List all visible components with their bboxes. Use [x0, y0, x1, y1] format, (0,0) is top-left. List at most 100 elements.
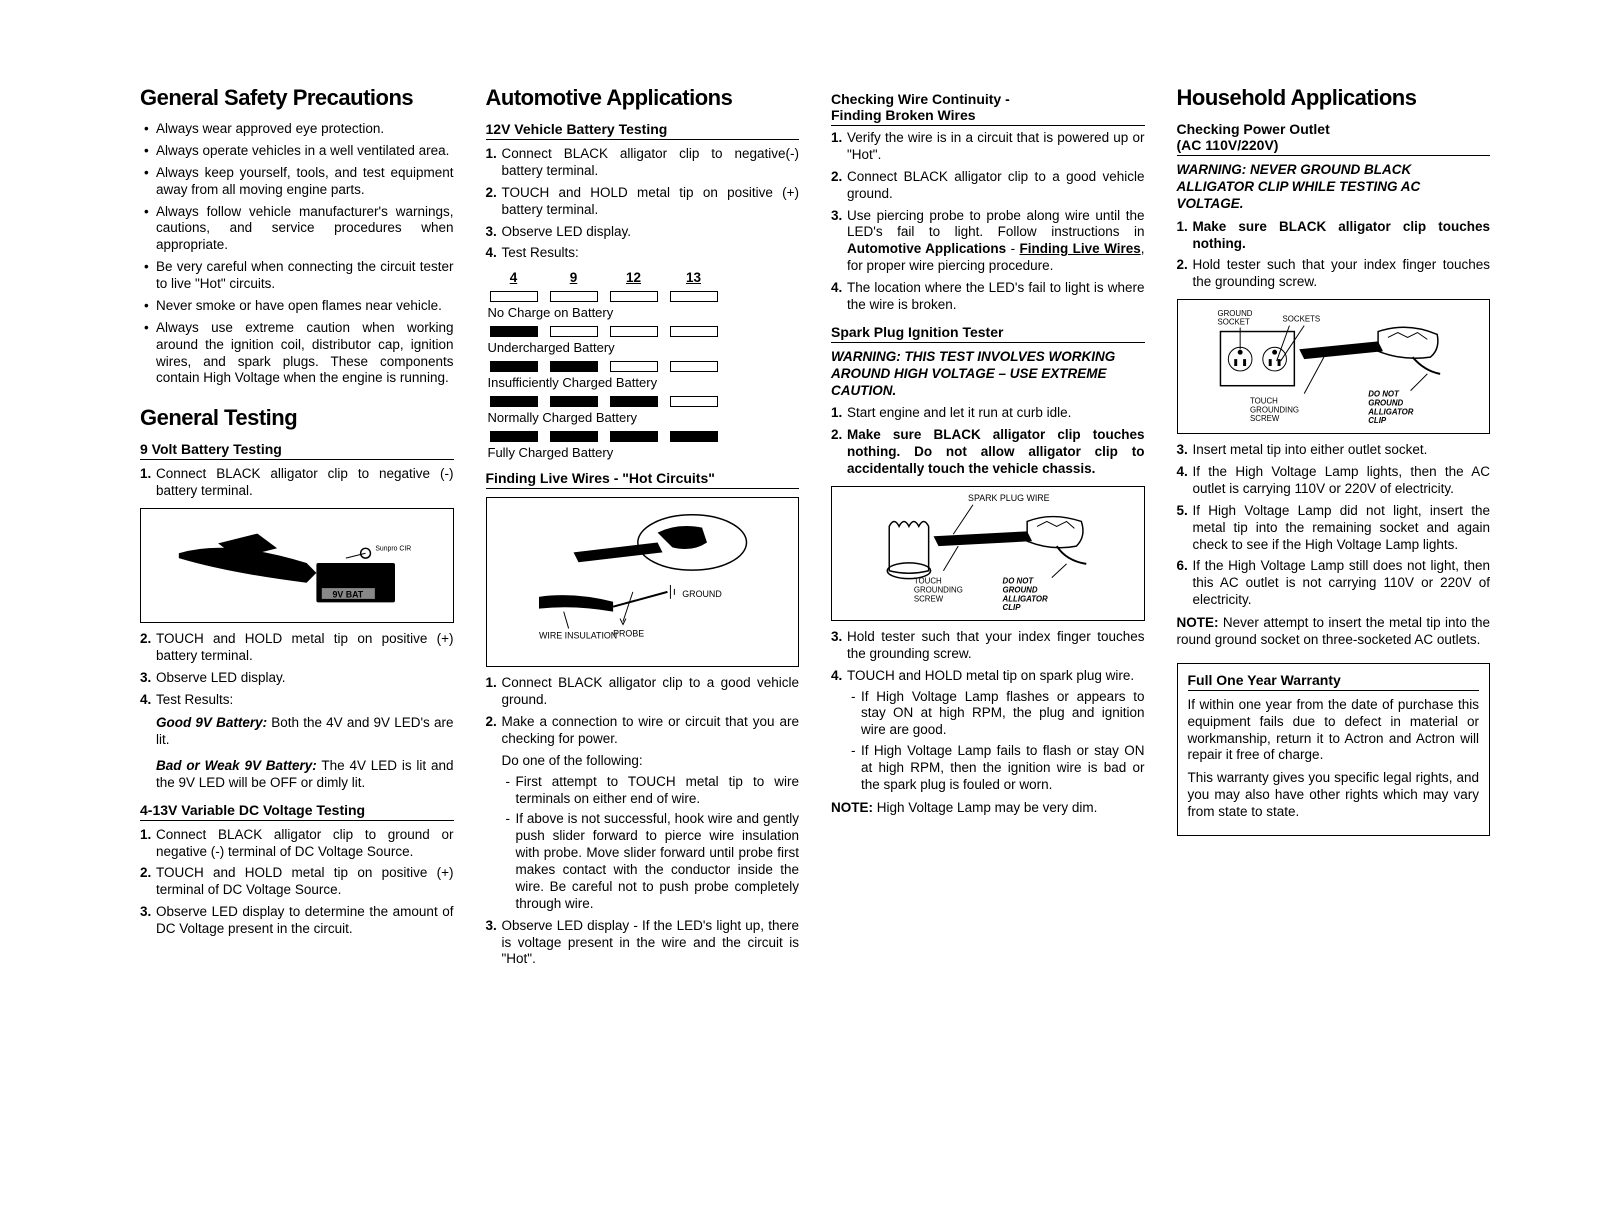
fig-label: WIRE INSULATION: [538, 631, 616, 641]
subheading-outlet: Checking Power Outlet (AC 110V/220V): [1177, 121, 1491, 156]
svg-text:9V BAT: 9V BAT: [332, 589, 363, 599]
good-9v-result: Good 9V Battery: Both the 4V and 9V LED'…: [156, 714, 454, 749]
list-item: Always wear approved eye protection.: [140, 121, 454, 138]
outlet-steps: Make sure BLACK alligator clip touches n…: [1177, 219, 1491, 292]
led-bar: [670, 291, 718, 302]
led-bar: [610, 291, 658, 302]
list-item: Make sure BLACK alligator clip touches n…: [831, 427, 1145, 478]
figure-outlet: GROUND SOCKET SOCKETS T: [1177, 299, 1491, 434]
fig-label: ALLIGATOR: [1002, 594, 1049, 603]
spark-steps: Start engine and let it run at curb idle…: [831, 405, 1145, 478]
subheading-spark: Spark Plug Ignition Tester: [831, 324, 1145, 343]
step-text: Make a connection to wire or circuit tha…: [502, 714, 800, 746]
heading-automotive: Automotive Applications: [486, 85, 800, 111]
list-item: Use piercing probe to probe along wire u…: [831, 208, 1145, 276]
column-1: General Safety Precautions Always wear a…: [140, 85, 454, 973]
column-4: Household Applications Checking Power Ou…: [1177, 85, 1491, 973]
fig-label: GROUND: [682, 589, 721, 599]
live-wire-steps: Connect BLACK alligator clip to a good v…: [486, 675, 800, 968]
list-item: Test Results:: [140, 692, 454, 709]
fig-label: SCREW: [1250, 414, 1280, 423]
led-bar: [490, 396, 538, 407]
heading-household: Household Applications: [1177, 85, 1491, 111]
nine-v-steps-cont: TOUCH and HOLD metal tip on positive (+)…: [140, 631, 454, 709]
fig-label: SOCKETS: [1282, 315, 1320, 324]
sub-step: If above is not successful, hook wire an…: [502, 811, 800, 912]
subheading-live-wires: Finding Live Wires - "Hot Circuits": [486, 470, 800, 489]
list-item: Always operate vehicles in a well ventil…: [140, 143, 454, 160]
v12-steps: Connect BLACK alligator clip to negative…: [486, 146, 800, 262]
list-item: If the High Voltage Lamp lights, then th…: [1177, 464, 1491, 498]
fig-label: CLIP: [1003, 603, 1022, 612]
led-bar: [610, 326, 658, 337]
spark-steps-cont: Hold tester such that your index finger …: [831, 629, 1145, 794]
led-bar: [550, 431, 598, 442]
led-bar: [550, 291, 598, 302]
led-bar: [550, 396, 598, 407]
col-header: 12: [614, 270, 654, 285]
list-item: TOUCH and HOLD metal tip on spark plug w…: [831, 668, 1145, 794]
outlet-steps-cont: Insert metal tip into either outlet sock…: [1177, 442, 1491, 609]
figure-live-wires: WIRE INSULATION GROUND PROBE: [486, 497, 800, 667]
list-item: Start engine and let it run at curb idle…: [831, 405, 1145, 422]
list-item: Connect BLACK alligator clip to negative…: [486, 146, 800, 180]
warranty-text: If within one year from the date of purc…: [1188, 697, 1480, 765]
list-item: Observe LED display.: [140, 670, 454, 687]
bad-9v-result: Bad or Weak 9V Battery: The 4V LED is li…: [156, 757, 454, 792]
fig-label: GROUNDING: [914, 585, 963, 594]
fig-label: SOCKET: [1217, 318, 1250, 327]
table-header: 4 9 12 13: [486, 270, 800, 285]
list-item: Observe LED display.: [486, 224, 800, 241]
list-item: Connect BLACK alligator clip to ground o…: [140, 827, 454, 861]
list-item: If High Voltage Lamp did not light, inse…: [1177, 503, 1491, 554]
safety-bullet-list: Always wear approved eye protection. Alw…: [140, 121, 454, 387]
list-item: Connect BLACK alligator clip to negative…: [140, 466, 454, 500]
led-bar: [490, 361, 538, 372]
nine-v-steps: Connect BLACK alligator clip to negative…: [140, 466, 454, 500]
spark-note: NOTE: High Voltage Lamp may be very dim.: [831, 800, 1145, 817]
led-bar: [610, 396, 658, 407]
led-bar: [490, 431, 538, 442]
battery-results-table: 4 9 12 13 No Charge on BatteryUndercharg…: [486, 270, 800, 460]
fig-label: DO NOT: [1368, 390, 1400, 399]
list-item: The location where the LED's fail to lig…: [831, 280, 1145, 314]
outlet-warning: WARNING: NEVER GROUND BLACK ALLIGATOR CL…: [1177, 162, 1491, 213]
bar-row: [486, 396, 800, 407]
led-bar: [550, 361, 598, 372]
subheading-12v: 12V Vehicle Battery Testing: [486, 121, 800, 140]
list-item: If the High Voltage Lamp still does not …: [1177, 558, 1491, 609]
led-bar: [490, 326, 538, 337]
list-item: Hold tester such that your index finger …: [831, 629, 1145, 663]
step-text: TOUCH and HOLD metal tip on spark plug w…: [847, 668, 1134, 683]
led-bar: [670, 361, 718, 372]
outlet-note: NOTE: Never attempt to insert the metal …: [1177, 615, 1491, 649]
bar-row: [486, 291, 800, 302]
subheading-9v: 9 Volt Battery Testing: [140, 441, 454, 460]
led-bar: [490, 291, 538, 302]
col-header: 4: [494, 270, 534, 285]
fig-label: GROUND: [1003, 585, 1038, 594]
list-item: Never smoke or have open flames near veh…: [140, 298, 454, 315]
label-bad-9v: Bad or Weak 9V Battery:: [156, 758, 317, 773]
led-bar: [610, 431, 658, 442]
led-bar: [550, 326, 598, 337]
note-text: High Voltage Lamp may be very dim.: [873, 800, 1097, 815]
heading-safety: General Safety Precautions: [140, 85, 454, 111]
list-item: Verify the wire is in a circuit that is …: [831, 130, 1145, 164]
list-item: Connect BLACK alligator clip to a good v…: [486, 675, 800, 709]
heading-general-testing: General Testing: [140, 405, 454, 431]
sub-step: First attempt to TOUCH metal tip to wire…: [502, 774, 800, 808]
led-bar: [670, 396, 718, 407]
col-header: 9: [554, 270, 594, 285]
fig-label: DO NOT: [1003, 576, 1035, 585]
heading-line1: Checking Wire Continuity -: [831, 91, 1010, 107]
led-bar: [610, 361, 658, 372]
led-bar: [670, 326, 718, 337]
svg-text:Sunpro CIR: Sunpro CIR: [375, 545, 411, 552]
fig-label: SCREW: [914, 594, 944, 603]
list-item: Test Results:: [486, 245, 800, 262]
fig-label: SPARK PLUG WIRE: [968, 493, 1050, 503]
bar-label: Normally Charged Battery: [486, 410, 800, 425]
bar-row: [486, 431, 800, 442]
fig-label: GROUNDING: [1250, 405, 1299, 414]
